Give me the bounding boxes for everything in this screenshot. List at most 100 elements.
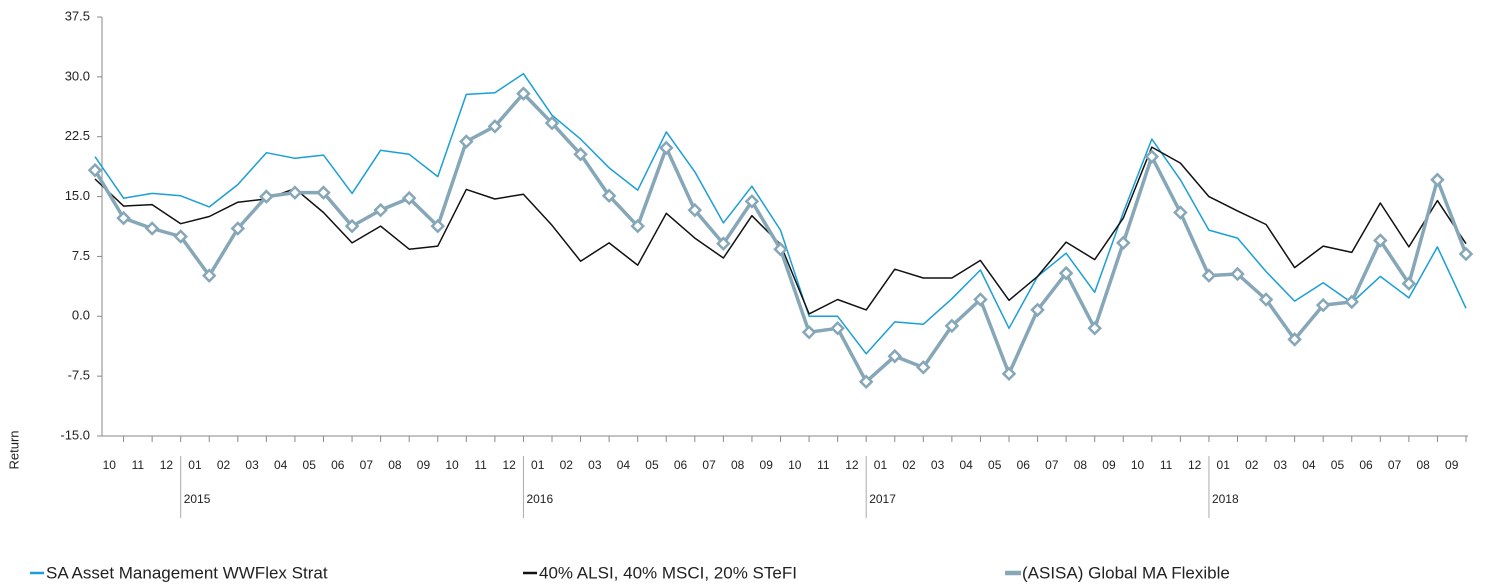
x-tick-label: 09 (760, 458, 774, 472)
year-label: 2018 (1212, 492, 1239, 506)
x-tick-label: 02 (902, 458, 916, 472)
x-tick-label: 10 (788, 458, 802, 472)
x-tick-label: 04 (617, 458, 631, 472)
marker (687, 202, 703, 218)
x-tick-label: 11 (817, 458, 830, 472)
x-tick-label: 06 (331, 458, 345, 472)
x-tick-label: 06 (674, 458, 688, 472)
marker (144, 221, 160, 236)
x-tick-label: 12 (160, 458, 174, 472)
y-tick-label: -15.0 (60, 427, 90, 442)
x-tick-label: 04 (959, 458, 973, 472)
marker (459, 134, 474, 149)
marker (401, 190, 417, 206)
marker (801, 324, 817, 340)
x-tick-label: 03 (588, 458, 602, 472)
x-tick-label: 12 (1188, 458, 1202, 472)
marker (316, 185, 331, 200)
marker (830, 320, 845, 336)
marker (916, 360, 931, 375)
marker (744, 194, 760, 209)
marker (487, 119, 503, 134)
y-tick-label: 7.5 (72, 248, 90, 263)
marker (1058, 265, 1074, 281)
marker (858, 374, 874, 389)
x-tick-label: 11 (132, 458, 145, 472)
y-tick-label: -7.5 (68, 368, 90, 383)
y-axis-label: Return (6, 430, 21, 469)
marker (658, 140, 674, 156)
marker (1001, 366, 1017, 382)
x-tick-label: 01 (188, 458, 202, 472)
x-tick-label: 07 (1045, 458, 1059, 472)
x-tick-label: 02 (560, 458, 574, 472)
y-tick-label: 0.0 (72, 308, 90, 323)
marker (116, 210, 131, 226)
marker (173, 229, 188, 244)
marker (716, 236, 731, 251)
marker (287, 185, 303, 200)
x-tick-label: 08 (731, 458, 745, 472)
marker (1144, 149, 1160, 164)
marker (630, 218, 645, 234)
marker (1258, 292, 1274, 307)
x-tick-label: 09 (417, 458, 431, 472)
y-tick-label: 30.0 (65, 68, 90, 83)
marker (1401, 276, 1417, 291)
x-tick-label: 03 (245, 458, 259, 472)
marker (1087, 320, 1102, 336)
x-tick-label: 05 (303, 458, 317, 472)
x-tick-label: 05 (1331, 458, 1345, 472)
x-tick-label: 10 (1131, 458, 1145, 472)
y-tick-label: 22.5 (65, 128, 90, 143)
marker (1315, 297, 1331, 313)
marker (87, 162, 103, 178)
x-tick-label: 04 (1302, 458, 1316, 472)
y-tick-label: 37.5 (65, 8, 90, 23)
y-tick-label: 15.0 (65, 188, 90, 203)
marker (973, 292, 988, 307)
marker (430, 218, 446, 234)
x-tick-label: 01 (531, 458, 545, 472)
x-tick-label: 07 (1388, 458, 1402, 472)
x-tick-label: 07 (360, 458, 374, 472)
marker (573, 147, 588, 162)
x-tick-label: 12 (502, 458, 516, 472)
marker (1287, 332, 1302, 347)
marker (259, 189, 274, 204)
x-tick-label: 03 (1274, 458, 1288, 472)
x-tick-label: 03 (931, 458, 945, 472)
x-tick-label: 06 (1359, 458, 1373, 472)
marker (230, 221, 246, 236)
x-tick-label: 08 (1416, 458, 1430, 472)
legend-label: 40% ALSI, 40% MSCI, 20% STeFI (539, 563, 797, 582)
series-line (94, 72, 1467, 355)
year-label: 2016 (526, 492, 553, 506)
marker (344, 218, 360, 234)
marker (1201, 268, 1217, 283)
marker (1458, 246, 1474, 262)
x-tick-label: 11 (1160, 458, 1173, 472)
year-label: 2017 (869, 492, 896, 506)
x-tick-label: 09 (1445, 458, 1459, 472)
marker (1173, 205, 1188, 220)
x-tick-label: 02 (217, 458, 231, 472)
marker (516, 86, 531, 101)
x-tick-label: 10 (445, 458, 459, 472)
x-tick-label: 04 (274, 458, 288, 472)
x-tick-label: 01 (874, 458, 888, 472)
x-tick-label: 06 (1017, 458, 1031, 472)
marker (1430, 172, 1445, 188)
x-tick-label: 08 (388, 458, 402, 472)
marker (887, 348, 903, 364)
legend-label: (ASISA) Global MA Flexible (1022, 563, 1230, 582)
marker (1230, 266, 1245, 282)
marker (1344, 294, 1360, 310)
x-tick-label: 05 (645, 458, 659, 472)
marker (1115, 235, 1131, 251)
marker (944, 318, 960, 334)
x-tick-label: 12 (845, 458, 859, 472)
legend-label: SA Asset Management WWFlex Strat (46, 563, 328, 582)
marker (373, 202, 388, 218)
